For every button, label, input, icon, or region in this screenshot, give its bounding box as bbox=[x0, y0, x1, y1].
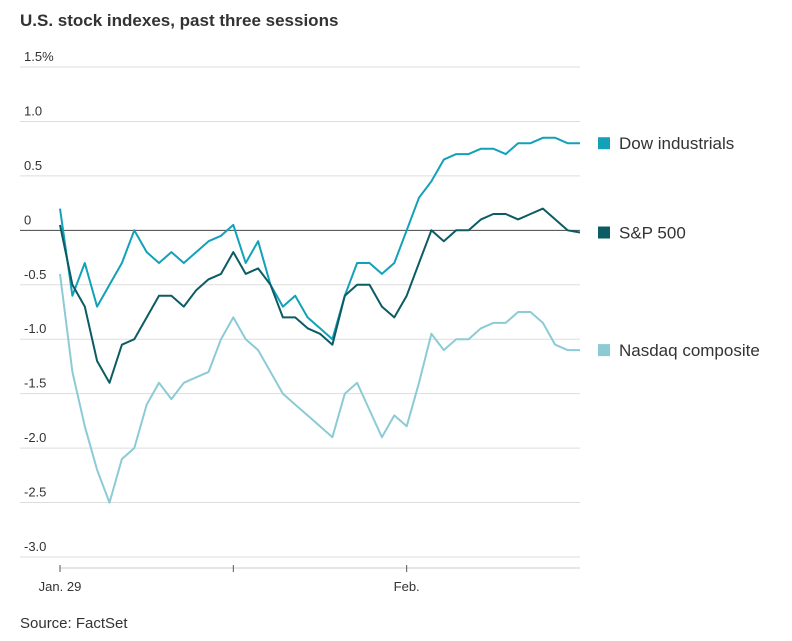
x-tick-label: Feb. bbox=[394, 579, 420, 594]
source: Source: FactSet bbox=[20, 615, 128, 632]
y-tick-label: -2.0 bbox=[24, 430, 46, 445]
legend-label: Nasdaq composite bbox=[619, 341, 760, 360]
series-line bbox=[59, 273, 580, 504]
y-tick-label: -1.0 bbox=[24, 321, 46, 336]
y-tick-label: 0.5 bbox=[24, 158, 42, 173]
legend-swatch bbox=[598, 137, 610, 150]
legend-label: S&P 500 bbox=[619, 224, 686, 243]
chart-title: U.S. stock indexes, past three sessions bbox=[20, 11, 338, 30]
legend-swatch bbox=[598, 344, 610, 357]
y-tick-label: 1.0 bbox=[24, 103, 42, 118]
series-line bbox=[59, 136, 580, 341]
series-line bbox=[59, 207, 581, 384]
y-tick-label: -3.0 bbox=[24, 539, 46, 554]
y-tick-label: 0 bbox=[24, 212, 31, 227]
y-tick-label: -1.5 bbox=[24, 376, 46, 391]
y-tick-label: -2.5 bbox=[24, 485, 46, 500]
y-tick-label: 1.5% bbox=[24, 49, 54, 64]
legend-label: Dow industrials bbox=[619, 134, 734, 153]
y-tick-label: -0.5 bbox=[24, 267, 46, 282]
x-tick-label: Jan. 29 bbox=[39, 579, 82, 594]
legend-swatch bbox=[598, 226, 610, 239]
